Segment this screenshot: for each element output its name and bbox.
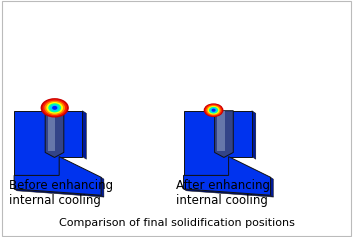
Polygon shape bbox=[14, 189, 104, 197]
Polygon shape bbox=[14, 157, 101, 195]
Polygon shape bbox=[217, 111, 225, 151]
Polygon shape bbox=[270, 177, 273, 197]
Circle shape bbox=[212, 109, 215, 111]
Circle shape bbox=[210, 108, 217, 113]
Text: Before enhancing
internal cooling: Before enhancing internal cooling bbox=[9, 179, 113, 207]
Polygon shape bbox=[48, 111, 55, 151]
Circle shape bbox=[41, 99, 68, 117]
Polygon shape bbox=[252, 111, 256, 159]
Circle shape bbox=[45, 101, 64, 114]
Circle shape bbox=[53, 107, 56, 109]
Circle shape bbox=[206, 105, 221, 115]
Polygon shape bbox=[184, 111, 252, 175]
Polygon shape bbox=[45, 111, 64, 157]
Circle shape bbox=[207, 106, 220, 115]
Circle shape bbox=[211, 109, 216, 112]
Polygon shape bbox=[184, 157, 270, 195]
Circle shape bbox=[204, 104, 223, 116]
Polygon shape bbox=[101, 177, 104, 197]
Polygon shape bbox=[215, 111, 233, 157]
Circle shape bbox=[47, 103, 62, 113]
Circle shape bbox=[49, 104, 60, 112]
Text: After enhancing
internal cooling: After enhancing internal cooling bbox=[176, 179, 270, 207]
Polygon shape bbox=[83, 111, 86, 159]
Circle shape bbox=[208, 107, 219, 114]
Circle shape bbox=[51, 105, 59, 110]
Polygon shape bbox=[184, 189, 273, 197]
Polygon shape bbox=[14, 111, 83, 175]
Circle shape bbox=[43, 100, 66, 116]
Text: Comparison of final solidification positions: Comparison of final solidification posit… bbox=[59, 218, 294, 228]
